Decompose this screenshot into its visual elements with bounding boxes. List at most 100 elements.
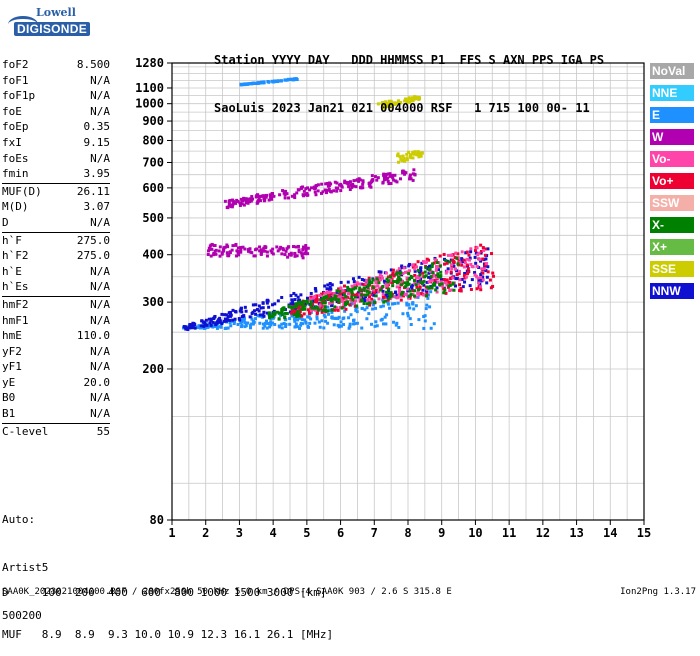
echo-point: [418, 273, 422, 277]
echo-point: [377, 286, 381, 290]
echo-point: [343, 303, 347, 307]
echo-point: [435, 266, 439, 270]
echo-point: [239, 197, 243, 201]
echo-point: [290, 311, 294, 315]
echo-point: [218, 245, 222, 249]
echo-point: [297, 298, 301, 302]
echo-point: [231, 203, 235, 207]
legend-item: NoVal: [650, 63, 694, 79]
param-label: M(D): [2, 200, 29, 214]
echo-point: [377, 297, 381, 301]
echo-point: [366, 302, 370, 306]
echo-point: [316, 298, 320, 302]
echo-point: [421, 260, 425, 264]
echo-point: [411, 152, 415, 156]
echo-point: [333, 294, 337, 298]
param-label: fxI: [2, 135, 22, 149]
echo-point: [405, 152, 409, 156]
echo-point: [422, 283, 426, 287]
echo-point: [417, 318, 421, 322]
echo-point: [386, 179, 390, 183]
echo-point: [398, 155, 402, 159]
echo-point: [291, 309, 295, 313]
echo-point: [314, 193, 318, 197]
echo-point: [288, 78, 292, 82]
echo-point: [393, 291, 397, 295]
echo-point: [407, 150, 411, 154]
echo-point: [306, 252, 310, 256]
echo-point: [371, 288, 375, 292]
echo-point: [411, 265, 415, 269]
echo-point: [412, 279, 416, 283]
echo-point: [240, 310, 244, 314]
echo-point: [419, 266, 423, 270]
echo-point: [446, 285, 450, 289]
echo-point: [330, 310, 334, 314]
muf-row: MUF 8.9 8.9 9.3 10.0 10.9 12.3 16.1 26.1…: [2, 628, 334, 641]
echo-point: [399, 278, 403, 282]
echo-point: [319, 307, 323, 311]
echo-point: [243, 325, 247, 329]
echo-point: [416, 279, 420, 283]
echo-point: [374, 281, 378, 285]
echo-point: [385, 277, 389, 281]
echo-point: [485, 281, 489, 285]
echo-point: [326, 283, 330, 287]
echo-point: [328, 282, 332, 286]
echo-point: [234, 201, 238, 205]
echo-point: [239, 250, 243, 254]
echo-point: [431, 271, 435, 275]
echo-point: [342, 296, 346, 300]
echo-point: [265, 250, 269, 254]
echo-point: [309, 317, 313, 321]
echo-point: [429, 279, 433, 283]
echo-point: [416, 295, 420, 299]
echo-point: [417, 276, 421, 280]
echo-point: [226, 205, 230, 209]
param-row: D N/A: [2, 215, 110, 231]
legend-item: X-: [650, 217, 694, 233]
echo-point: [213, 314, 217, 318]
echo-point: [366, 285, 370, 289]
echo-point: [309, 300, 313, 304]
echo-point: [248, 197, 252, 201]
echo-point: [342, 293, 346, 297]
echo-point: [419, 154, 423, 158]
echo-point: [376, 284, 380, 288]
echo-point: [377, 290, 381, 294]
echo-point: [379, 305, 383, 309]
echo-point: [411, 292, 415, 296]
param-value: 8.500: [76, 58, 110, 71]
echo-point: [405, 301, 409, 305]
y-tick-label: 200: [142, 362, 164, 376]
echo-point: [227, 318, 231, 322]
echo-point: [399, 177, 403, 181]
echo-point: [285, 247, 289, 251]
echo-point: [328, 189, 332, 193]
echo-point: [236, 323, 240, 327]
echo-point: [407, 96, 411, 100]
param-row: foF1 N/A: [2, 73, 110, 89]
echo-point: [296, 306, 300, 310]
echo-point: [405, 283, 409, 287]
x-tick-label: 2: [202, 526, 209, 540]
echo-point: [352, 280, 356, 284]
echo-point: [300, 318, 304, 322]
param-row: C-level 55: [2, 424, 110, 440]
echo-point: [356, 295, 360, 299]
echo-point: [443, 281, 447, 285]
echo-point: [280, 322, 284, 326]
echo-point: [283, 315, 287, 319]
echo-point: [469, 247, 473, 251]
echo-point: [299, 251, 303, 255]
echo-point: [218, 254, 222, 258]
echo-point: [309, 295, 313, 299]
echo-point: [278, 311, 282, 315]
echo-point: [365, 306, 369, 310]
echo-point: [283, 196, 287, 200]
param-row: fmin 3.95: [2, 166, 110, 182]
echo-point: [342, 303, 346, 307]
file-info: SAA0K_2023021004000.RSF / 280fx256h 50 k…: [2, 587, 452, 597]
echo-point: [385, 286, 389, 290]
echo-point: [413, 173, 417, 177]
